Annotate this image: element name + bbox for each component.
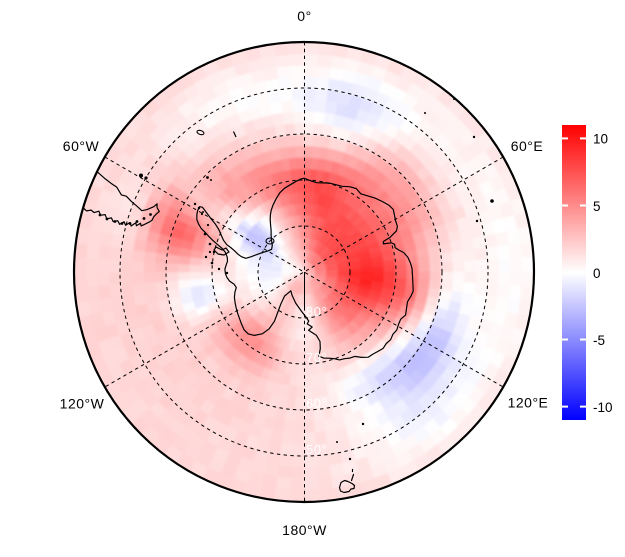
svg-text:120°W: 120°W xyxy=(60,396,105,412)
svg-text:70°: 70° xyxy=(306,350,327,365)
svg-text:-10: -10 xyxy=(593,400,613,415)
svg-text:0°: 0° xyxy=(297,8,311,24)
svg-text:60°E: 60°E xyxy=(511,138,544,154)
svg-text:120°E: 120°E xyxy=(508,395,549,411)
svg-text:60°: 60° xyxy=(306,396,327,411)
svg-text:180°W: 180°W xyxy=(282,522,327,538)
svg-text:50°: 50° xyxy=(306,442,327,457)
svg-text:-5: -5 xyxy=(593,333,605,348)
svg-text:60°W: 60°W xyxy=(63,138,100,154)
svg-text:80°: 80° xyxy=(306,304,327,319)
svg-text:0: 0 xyxy=(593,266,601,281)
svg-text:5: 5 xyxy=(593,199,601,214)
svg-text:10: 10 xyxy=(593,132,608,147)
